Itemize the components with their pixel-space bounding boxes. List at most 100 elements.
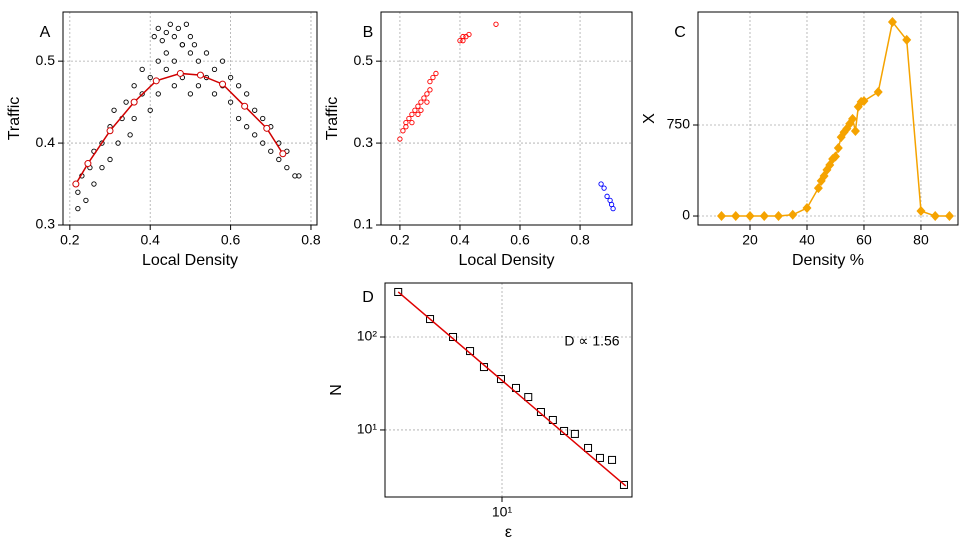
point [415,111,421,118]
point [427,78,433,85]
y-tick-label: 0.1 [354,216,374,232]
point [171,33,177,40]
point [433,70,439,77]
point [155,91,161,97]
x-tick-label: 20 [742,232,758,248]
point [115,140,121,146]
point [123,99,129,105]
point [902,34,912,45]
point [717,211,727,222]
point [163,29,169,36]
plot-frame [698,12,958,225]
point [279,150,287,158]
point [187,33,194,40]
point [159,38,165,44]
point [227,74,234,81]
point [167,21,173,27]
point [427,87,433,93]
point [131,83,137,89]
point [788,209,798,220]
point [219,80,227,88]
point [260,140,266,146]
point [163,66,169,72]
point [203,50,210,56]
point [850,126,860,137]
point [418,99,424,105]
point [211,91,218,97]
point [191,42,198,48]
point [211,66,218,72]
point [848,113,858,124]
point [187,50,194,56]
x-axis-label: Density % [792,252,864,269]
point [176,69,184,77]
point [235,83,242,89]
x-axis-label: Local Density [142,252,238,269]
point [400,128,406,134]
point [75,189,81,195]
point [147,74,153,81]
panel-label: C [674,24,686,41]
plot-frame [63,12,317,225]
point [745,211,755,222]
point [839,127,849,138]
point [536,408,545,417]
point [409,119,415,126]
point [449,333,458,342]
point [802,203,812,214]
point [276,156,282,163]
y-tick-label: 0 [682,207,690,223]
point [830,151,840,162]
plot-border [384,282,633,498]
panel: 0.2 0.4 0.6 0.8 0.3 0.4 0.5 Local Density Traffi… [6,11,321,269]
point [152,77,160,85]
point [424,91,430,97]
plot-border [62,11,318,226]
x-tick-label: 0.6 [221,232,241,248]
point [72,180,80,188]
point [394,287,403,296]
x-tick-label: 0.6 [510,232,530,248]
y-tick-label: 0.3 [354,134,374,150]
x-tick-label: 0.2 [390,232,410,248]
y-tick-label: 750 [667,116,691,132]
point [139,91,145,97]
point [619,480,628,489]
x-tick-label: 0.2 [60,232,80,248]
point [252,107,258,113]
point [873,86,883,97]
point [195,83,202,89]
point [244,124,250,130]
point [107,156,113,163]
point [155,58,161,64]
x-tick-label: 60 [856,232,872,248]
point [424,99,430,105]
point [595,453,604,462]
point [244,91,250,97]
point [227,99,234,105]
point [284,165,290,171]
plot-frame [385,283,632,497]
point [163,50,169,56]
point [916,206,926,217]
x-tick-label: 80 [913,232,929,248]
panel: 20 40 60 80 0 750 Density % X C [641,11,959,269]
point [430,74,436,81]
x-axis-label: ε [505,524,512,541]
point [195,58,202,64]
point [260,115,266,122]
point [235,115,242,122]
point [415,103,421,109]
x-tick-label: 0.4 [450,232,470,248]
x-tick-label: 0.8 [570,232,590,248]
plot-frame [381,12,632,225]
y-axis-label: Traffic [324,97,341,141]
x-tick-label: 40 [799,232,815,248]
x-tick-label: 0.8 [301,232,321,248]
point [421,95,427,101]
point [930,211,940,222]
point [584,443,593,452]
y-tick-label: 10² [357,328,378,344]
point [252,132,258,138]
